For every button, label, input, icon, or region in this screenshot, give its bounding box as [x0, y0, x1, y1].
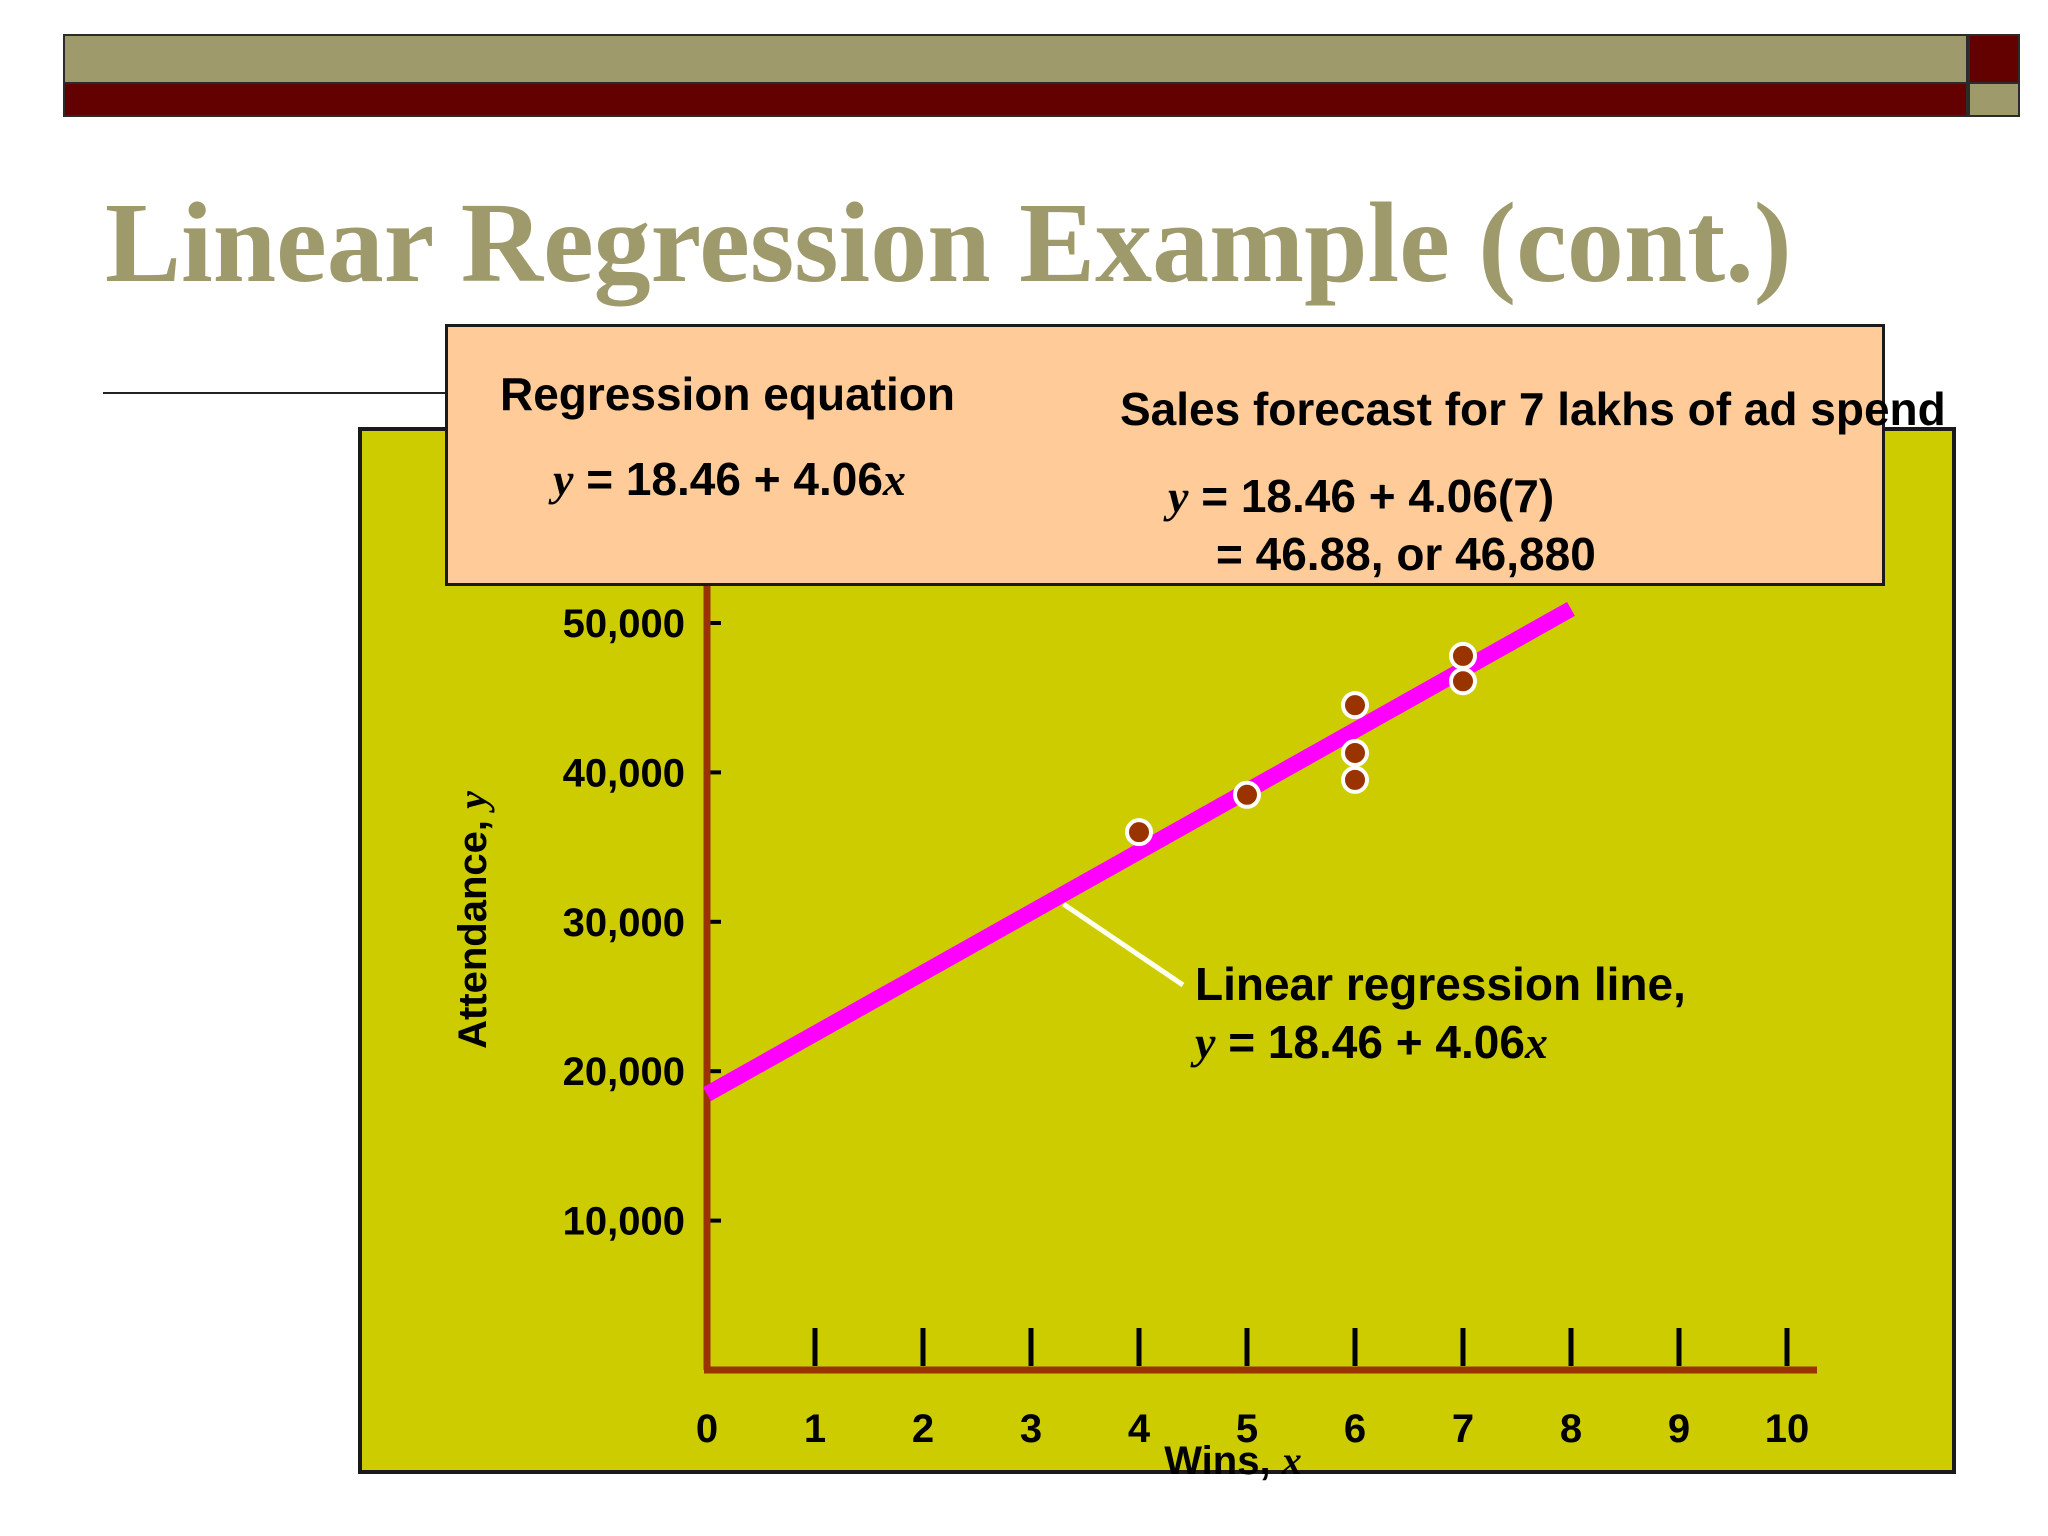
header-corner-block-top	[1968, 34, 2020, 84]
callout-left-heading: Regression equation	[500, 368, 955, 420]
callout-left-equation: y = 18.46 + 4.06x	[553, 452, 906, 506]
y-tick-label: 20,000	[563, 1050, 685, 1094]
x-tick-label: 5	[1236, 1407, 1258, 1451]
annotation-eq-y: y	[1190, 1017, 1216, 1068]
plot-area-frame	[358, 427, 1956, 1474]
annotation-eq-mid: = 18.46 + 4.06	[1215, 1016, 1525, 1068]
x-axis-label: Wins, x	[1164, 1438, 1301, 1483]
data-point	[1449, 667, 1477, 696]
y-tick-label: 10,000	[563, 1200, 685, 1244]
header-corner-block-bottom	[1968, 84, 2020, 117]
y-tick-label: 50,000	[563, 602, 685, 646]
x-tick-label: 2	[912, 1407, 934, 1451]
data-point	[1449, 641, 1477, 670]
data-point	[1341, 738, 1369, 767]
y-axis-ticks: 10,000 20,000 30,000 40,000 50,000	[563, 602, 721, 1244]
left-eq-body: = 18.46 + 4.06	[573, 453, 883, 505]
callout-right-line1: y = 18.46 + 4.06(7)	[1168, 469, 1554, 523]
callout-right-line2: = 46.88, or 46,880	[1216, 528, 1596, 580]
x-tick-label: 7	[1452, 1407, 1474, 1451]
x-tick-label: 10	[1765, 1407, 1810, 1451]
annotation-label: Linear regression line,	[1195, 958, 1686, 1010]
left-eq-x: x	[882, 454, 906, 505]
y-axis-label-var: y	[450, 791, 495, 813]
data-point	[1233, 780, 1261, 809]
y-tick-label: 30,000	[563, 901, 685, 945]
right-eq-body: = 18.46 + 4.06(7)	[1188, 470, 1555, 522]
x-tick-label: 0	[696, 1407, 718, 1451]
data-point	[1341, 691, 1369, 720]
header-bar-bottom	[63, 84, 1968, 117]
x-tick-label: 4	[1128, 1407, 1151, 1451]
x-tick-label: 6	[1344, 1407, 1366, 1451]
data-points	[1125, 641, 1477, 847]
x-axis-label-var: x	[1281, 1438, 1302, 1483]
right-eq-y: y	[1168, 471, 1189, 522]
x-tick-label: 8	[1560, 1407, 1582, 1451]
slide-title: Linear Regression Example (cont.)	[105, 179, 1792, 306]
title-underline	[103, 392, 448, 394]
annotation-equation: y = 18.46 + 4.06x	[1190, 1016, 1548, 1068]
x-tick-label: 9	[1668, 1407, 1690, 1451]
header-bar-top	[63, 34, 1968, 84]
left-eq-y: y	[553, 454, 574, 505]
x-tick-label: 1	[804, 1407, 826, 1451]
y-tick-label: 40,000	[563, 751, 685, 795]
regression-callout-box: Regression equation y = 18.46 + 4.06x Sa…	[445, 324, 1946, 586]
annotation-eq-x: x	[1524, 1017, 1548, 1068]
annotation-leader-line	[1061, 901, 1185, 988]
x-axis-ticks: 0 1 2 3 4 5 6 7 8 9 10	[696, 1328, 1809, 1451]
regression-line	[703, 601, 1575, 1102]
x-tick-label: 3	[1020, 1407, 1042, 1451]
data-point	[1341, 765, 1369, 794]
y-axis-label: Attendance, y	[450, 791, 495, 1049]
callout-right-heading: Sales forecast for 7 lakhs of ad spend	[1120, 383, 1946, 435]
data-point	[1125, 818, 1153, 847]
